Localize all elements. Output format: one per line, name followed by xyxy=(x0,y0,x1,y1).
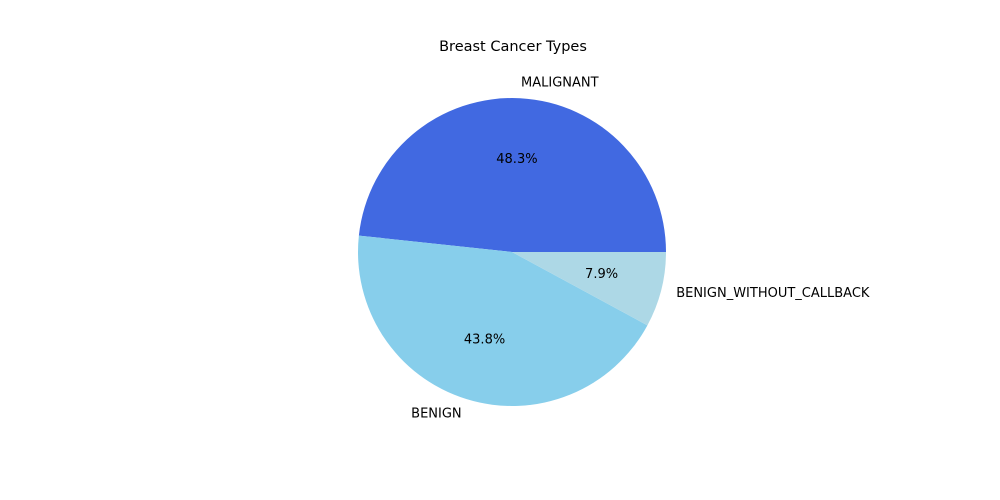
chart-title: Breast Cancer Types xyxy=(439,39,587,55)
pie-percent-malignant: 48.3% xyxy=(496,152,537,167)
pie-slice-benign xyxy=(358,235,648,406)
pie-slice-malignant xyxy=(358,98,666,252)
pie-percent-benign-without-callback: 7.9% xyxy=(585,267,618,282)
pie-slices xyxy=(358,98,666,406)
pie-label-benign-without-callback: BENIGN_WITHOUT_CALLBACK xyxy=(676,286,870,301)
pie-label-benign: BENIGN xyxy=(411,406,462,421)
pie-slice-benign-without-callback xyxy=(512,252,666,326)
pie-percent-benign: 43.8% xyxy=(464,333,505,348)
pie-label-malignant: MALIGNANT xyxy=(521,75,599,90)
pie-labels: MALIGNANT 48.3% BENIGN 43.8% BENIGN_WITHOUT_… xyxy=(411,75,870,421)
